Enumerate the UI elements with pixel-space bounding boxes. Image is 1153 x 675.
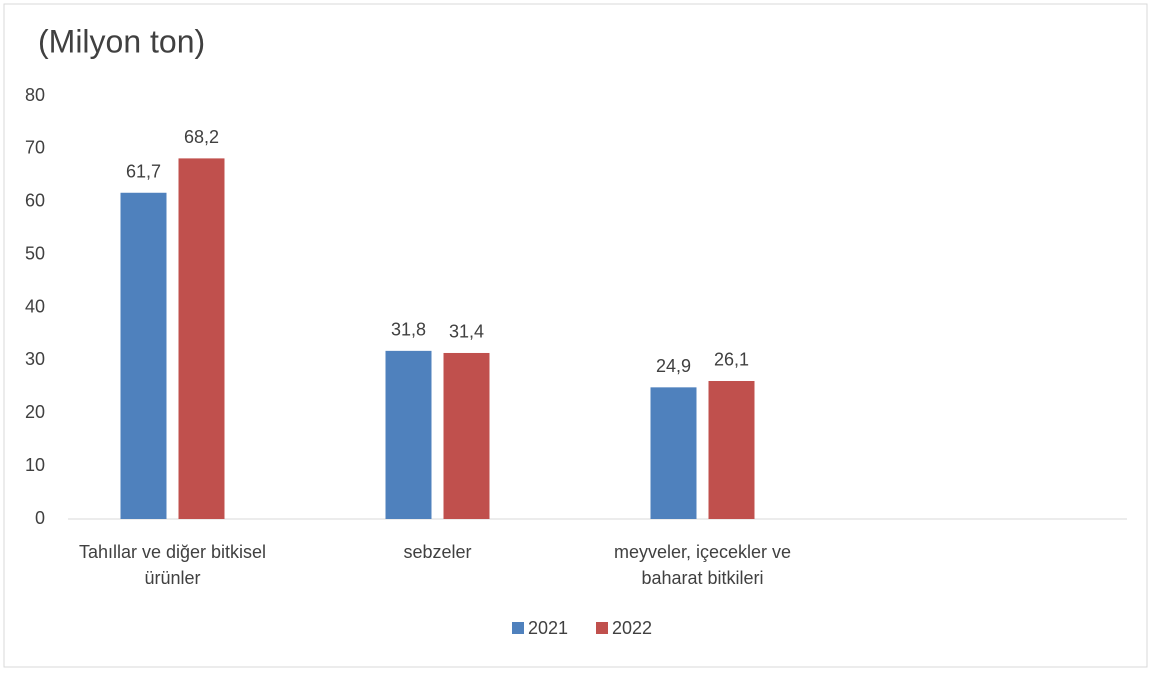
y-tick-label: 40 <box>25 296 45 316</box>
legend-swatch <box>512 622 524 634</box>
bar <box>178 158 225 519</box>
x-tick-label: Tahıllar ve diğer bitkisel ürünler <box>78 542 267 588</box>
bar <box>385 350 432 519</box>
legend-label: 2021 <box>528 618 568 638</box>
y-tick-label: 60 <box>25 191 45 211</box>
data-label: 31,8 <box>391 320 426 340</box>
bar <box>650 387 697 519</box>
data-label: 31,4 <box>449 322 484 342</box>
data-label: 26,1 <box>714 350 749 370</box>
legend-swatch <box>596 622 608 634</box>
y-tick-label: 0 <box>35 508 45 528</box>
data-label: 24,9 <box>656 356 691 376</box>
legend-label: 2022 <box>612 618 652 638</box>
y-tick-label: 20 <box>25 402 45 422</box>
chart-title: (Milyon ton) <box>38 23 205 59</box>
bar <box>443 352 490 519</box>
x-tick-label: meyveler, içecekler ve baharat bitkileri <box>613 542 792 588</box>
data-label: 68,2 <box>184 127 219 147</box>
y-tick-label: 30 <box>25 349 45 369</box>
data-label: 61,7 <box>126 162 161 182</box>
bar <box>708 380 755 519</box>
bar <box>120 192 167 520</box>
y-tick-label: 70 <box>25 138 45 158</box>
y-tick-label: 80 <box>25 85 45 105</box>
x-tick-label: sebzeler <box>403 542 472 562</box>
y-tick-label: 10 <box>25 455 45 475</box>
y-tick-label: 50 <box>25 243 45 263</box>
